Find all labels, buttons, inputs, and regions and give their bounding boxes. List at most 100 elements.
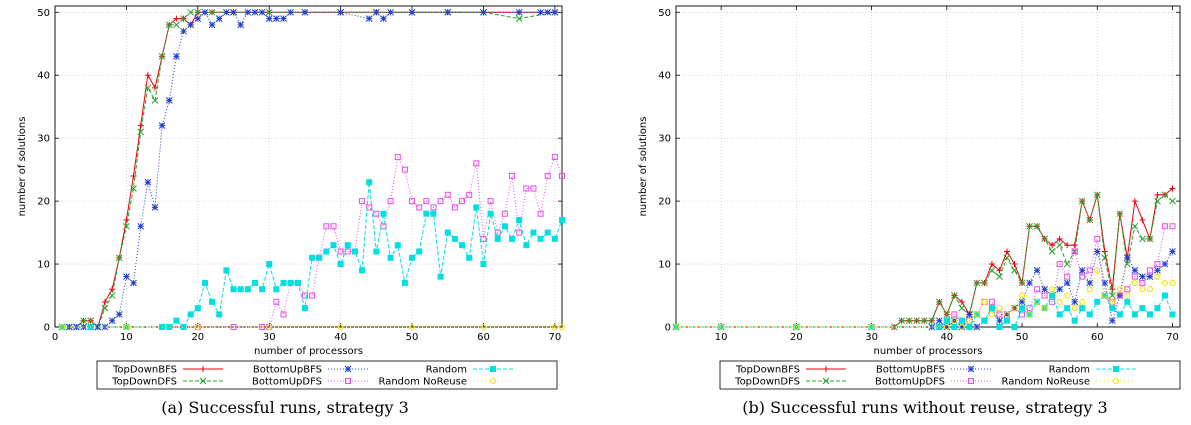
caption: (b) Successful runs without reuse, strat…	[742, 398, 1107, 417]
data-point	[451, 204, 458, 211]
data-point	[144, 72, 151, 79]
data-point	[1071, 248, 1078, 255]
data-point	[996, 311, 1003, 318]
data-point	[551, 8, 559, 16]
data-point	[259, 324, 266, 330]
series-random-noreuse	[59, 324, 565, 330]
data-point	[1063, 279, 1071, 287]
data-point	[1109, 305, 1116, 312]
data-point	[958, 304, 966, 312]
data-point	[123, 324, 130, 330]
data-point	[487, 210, 494, 217]
data-point	[444, 8, 452, 16]
y-tick-label: 40	[37, 71, 50, 82]
data-point	[1018, 298, 1026, 306]
data-point	[958, 323, 966, 331]
data-point	[423, 198, 430, 205]
chart-a: 0 10 20 30 40 50 60 70 0 10 20 30 40 50 number of proc…	[17, 5, 565, 417]
data-point	[1161, 279, 1168, 286]
data-point	[408, 8, 416, 16]
data-point	[1019, 292, 1026, 299]
data-point	[480, 261, 487, 268]
data-point	[1093, 191, 1101, 199]
data-point	[401, 166, 408, 173]
data-point	[1064, 242, 1071, 249]
data-point	[444, 191, 451, 198]
y-tick-label: 0	[44, 323, 50, 334]
data-point	[966, 311, 973, 318]
data-point	[509, 235, 516, 242]
data-point	[1108, 292, 1116, 299]
data-point	[344, 248, 351, 255]
data-point	[201, 279, 208, 286]
legend-marker	[200, 366, 206, 372]
data-point	[180, 15, 187, 22]
data-point	[459, 242, 466, 249]
data-point	[1026, 222, 1033, 230]
data-point	[1011, 305, 1018, 312]
data-point	[394, 242, 401, 249]
data-point	[459, 198, 466, 205]
data-point	[1116, 311, 1123, 318]
data-point	[209, 298, 216, 305]
legend-label: BottomUpBFS	[253, 365, 322, 376]
data-point	[309, 292, 316, 299]
y-axis-label: number of solutions	[638, 117, 649, 217]
data-point	[1049, 292, 1056, 299]
data-point	[950, 292, 958, 299]
data-point	[130, 185, 137, 192]
data-point	[451, 235, 458, 242]
data-point	[559, 217, 565, 223]
data-point	[943, 317, 950, 324]
data-point	[158, 122, 166, 129]
data-point	[1101, 292, 1108, 299]
data-point	[1094, 267, 1101, 274]
data-point	[409, 198, 416, 205]
data-point	[487, 198, 494, 205]
data-point	[509, 172, 516, 179]
legend-marker	[967, 365, 975, 373]
data-point	[344, 242, 351, 249]
data-point	[673, 324, 679, 330]
data-point	[258, 8, 266, 16]
data-point	[423, 210, 430, 217]
data-point	[187, 8, 195, 16]
x-tick-label: 70	[548, 332, 561, 343]
legend-label: TopDownDFS	[734, 377, 800, 388]
series-line	[676, 188, 1173, 328]
data-point	[301, 292, 308, 299]
data-point	[1056, 311, 1063, 318]
data-point	[123, 217, 130, 223]
data-point	[1011, 266, 1018, 274]
series-line	[62, 155, 563, 328]
data-point	[996, 324, 1003, 330]
data-point	[244, 8, 252, 16]
data-point	[537, 8, 544, 16]
y-tick-label: 0	[665, 323, 671, 334]
data-point	[958, 324, 965, 330]
data-point	[1003, 248, 1010, 255]
data-point	[1071, 298, 1079, 306]
data-point	[1041, 235, 1048, 243]
data-point	[123, 273, 130, 281]
data-point	[208, 21, 216, 29]
data-point	[337, 8, 344, 16]
data-point	[151, 97, 159, 104]
data-point	[551, 235, 558, 242]
data-point	[430, 210, 437, 217]
data-point	[1131, 311, 1138, 318]
grid	[54, 6, 562, 328]
legend: TopDownBFS BottomUpBFS Random TopDownDFS Bot…	[719, 360, 1181, 390]
data-point	[1146, 235, 1154, 243]
data-point	[94, 323, 102, 331]
data-point	[309, 254, 316, 261]
data-point	[1086, 279, 1094, 287]
data-point	[1124, 292, 1131, 299]
data-point	[988, 261, 995, 268]
y-tick-label: 20	[37, 197, 50, 208]
x-tick-label: 60	[1091, 332, 1104, 343]
data-point	[935, 317, 943, 325]
data-point	[244, 286, 251, 293]
data-point	[523, 242, 530, 249]
legend-label: Random NoReuse	[1001, 377, 1090, 388]
